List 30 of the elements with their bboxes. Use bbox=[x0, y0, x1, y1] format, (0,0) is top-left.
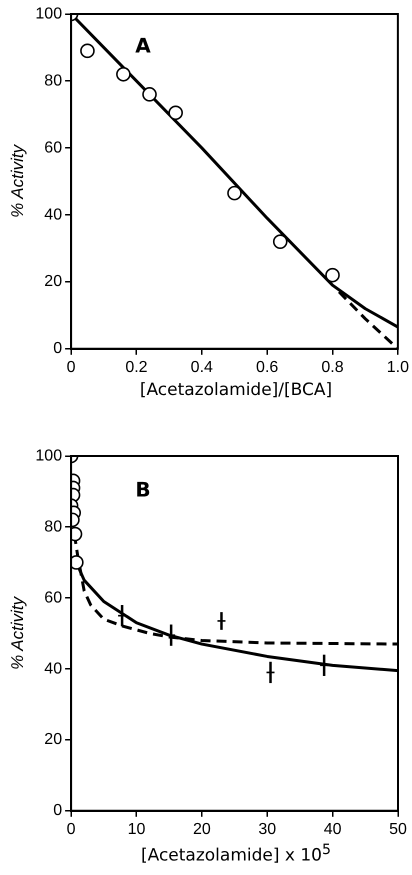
y-tick-label: 40 bbox=[44, 206, 62, 224]
y-tick-label: 20 bbox=[44, 731, 62, 748]
y-tick-label: 0 bbox=[53, 802, 62, 820]
x-tick-label: 0.8 bbox=[321, 358, 344, 376]
x-tick-label: 10 bbox=[128, 820, 146, 838]
x-tick-label: 20 bbox=[192, 820, 211, 838]
x-axis-title: [Acetazolamide] x 10$^{5}$ bbox=[140, 842, 332, 868]
y-tick-label: 80 bbox=[44, 72, 62, 90]
y-tick-label: 100 bbox=[35, 5, 62, 22]
x-tick-label: 0.2 bbox=[125, 358, 148, 376]
annotation: A bbox=[135, 34, 152, 58]
x-axis-title: [Acetazolamide]/[BCA] bbox=[138, 380, 334, 402]
y-tick-label: 60 bbox=[44, 139, 62, 156]
y-axis-title: % Activity bbox=[8, 595, 27, 670]
x-tick-label: 0 bbox=[66, 358, 76, 376]
x-tick-label: 0.6 bbox=[256, 358, 278, 376]
annotation: B bbox=[135, 478, 151, 502]
x-tick-label: 1.0 bbox=[386, 358, 410, 376]
y-axis-title: % Activity bbox=[8, 143, 27, 218]
x-tick-label: 0.4 bbox=[190, 358, 214, 376]
y-tick-label: 80 bbox=[44, 518, 62, 536]
x-tick-label: 40 bbox=[324, 820, 342, 838]
y-tick-label: 40 bbox=[44, 660, 62, 678]
x-tick-label: 30 bbox=[258, 820, 276, 838]
y-tick-label: 100 bbox=[35, 447, 62, 464]
x-tick-label: 0 bbox=[66, 820, 76, 838]
y-tick-label: 60 bbox=[44, 589, 62, 606]
x-tick-label: 50 bbox=[389, 820, 407, 838]
y-tick-label: 20 bbox=[44, 273, 62, 290]
y-tick-label: 0 bbox=[53, 340, 62, 358]
